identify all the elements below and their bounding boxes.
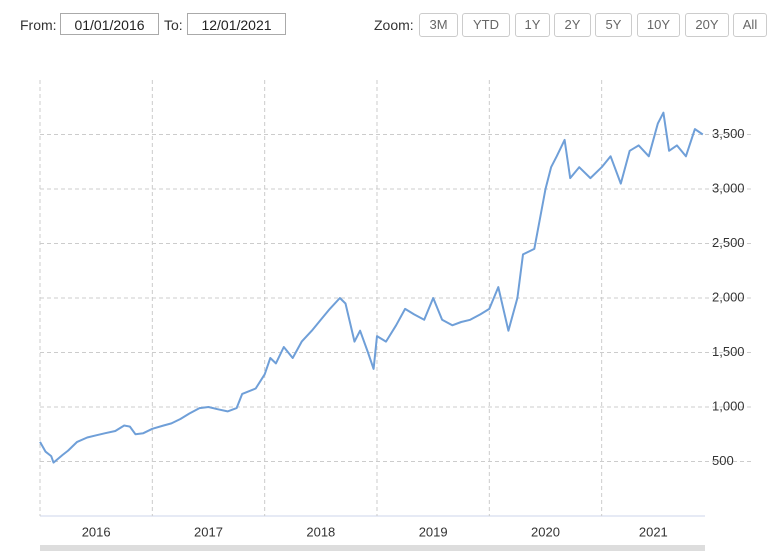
x-tick-label: 2018 [306,524,335,539]
zoom-button[interactable]: 2Y [554,13,591,37]
scrollbar [40,545,705,551]
y-tick-label: 3,500 [712,126,745,141]
y-tick-label: 3,000 [712,180,745,195]
x-tick-label: 2017 [194,524,223,539]
x-tick-label: 2019 [419,524,448,539]
zoom-button[interactable]: 1Y [515,13,550,37]
from-label: From: [20,17,57,33]
y-tick-label: 2,000 [712,289,745,304]
x-tick-label: 2021 [639,524,668,539]
price-line [39,111,704,464]
y-tick-label: 1,500 [712,344,745,359]
to-input[interactable]: 12/01/2021 [187,13,286,35]
zoom-button[interactable]: 3M [419,13,458,37]
from-input[interactable]: 01/01/2016 [60,13,159,35]
zoom-button[interactable]: YTD [462,13,510,37]
y-tick-label: 2,500 [712,235,745,250]
zoom-button[interactable]: All [733,13,767,37]
y-tick-label: 500 [712,453,734,468]
zoom-button[interactable]: 10Y [637,13,680,37]
zoom-label: Zoom: [374,17,414,33]
to-label: To: [164,17,183,33]
zoom-button[interactable]: 5Y [595,13,632,37]
x-tick-label: 2016 [82,524,111,539]
y-tick-label: 1,000 [712,398,745,413]
x-tick-label: 2020 [531,524,560,539]
zoom-button[interactable]: 20Y [685,13,729,37]
